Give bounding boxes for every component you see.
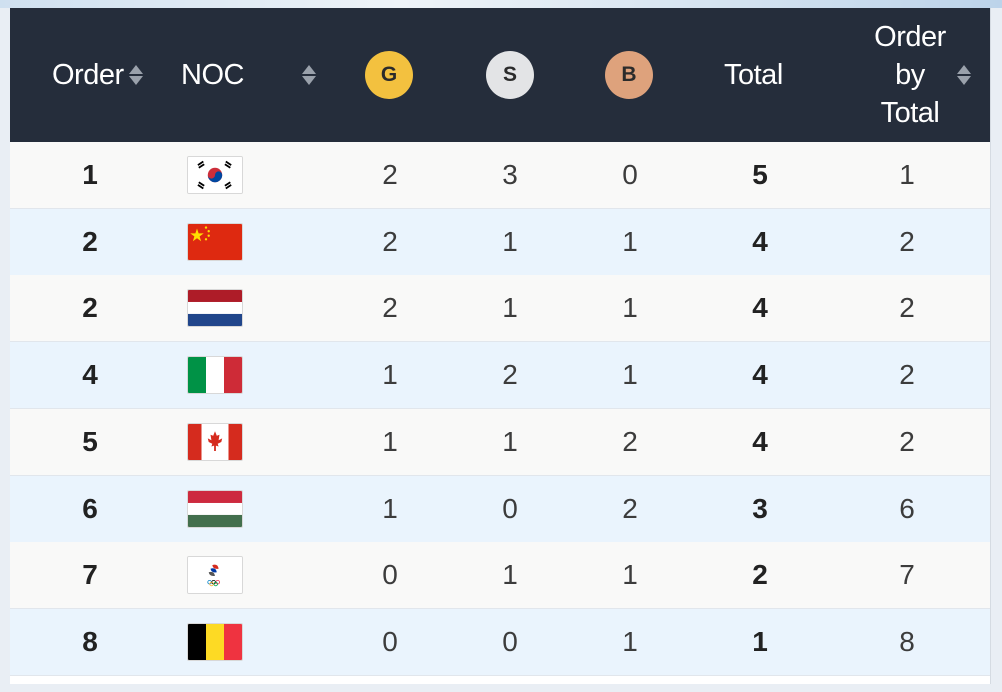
netherlands-flag	[187, 289, 243, 328]
flag-cell	[185, 209, 245, 275]
noc-column-header: NOC	[181, 8, 244, 142]
bronze-count: 0	[622, 159, 638, 190]
order-cell: 6	[82, 492, 98, 524]
total-count: 4	[752, 359, 768, 391]
bronze-count: 1	[622, 559, 638, 591]
gold-count: 1	[382, 492, 398, 524]
silver-medal-icon: S	[486, 51, 534, 99]
south-korea-flag	[187, 156, 243, 194]
gold-count: 0	[382, 559, 398, 591]
sort-icon[interactable]	[956, 64, 972, 86]
order-cell: 4	[82, 359, 98, 391]
order-by-total-cell: 1	[899, 159, 915, 190]
order-by-total-line2: by	[895, 59, 925, 91]
flag-cell	[185, 542, 245, 608]
gold-count: 1	[382, 425, 398, 457]
order-cell: 2	[82, 225, 98, 257]
noc-sort[interactable]	[297, 8, 317, 142]
flag-cell	[185, 342, 245, 408]
gold-count: 2	[382, 159, 398, 190]
top-strip	[0, 0, 1002, 8]
gold-count: 1	[382, 359, 398, 391]
bronze-count: 1	[622, 625, 638, 657]
order-by-total-column-header[interactable]: Order by Total	[860, 8, 960, 142]
sort-icon[interactable]	[301, 64, 317, 86]
bronze-count: 2	[622, 492, 638, 524]
table-row: 1 2 3 0 5 1	[10, 142, 990, 209]
order-by-total-cell: 2	[899, 425, 915, 457]
total-header-label: Total	[724, 58, 783, 91]
medal-table: Order NOC G S B Total Order by Total 1 2…	[10, 8, 991, 684]
flag-cell	[185, 409, 245, 475]
silver-count: 2	[502, 359, 518, 391]
bronze-medal-icon: B	[605, 51, 653, 99]
bronze-count: 1	[622, 225, 638, 257]
italy-flag	[187, 356, 243, 395]
flag-cell	[185, 609, 245, 675]
gold-medal-icon: G	[365, 51, 413, 99]
canada-flag	[187, 422, 243, 461]
order-by-total-cell: 6	[899, 492, 915, 524]
table-row: 8 0 0 1 1 8	[10, 608, 990, 676]
order-cell: 8	[82, 625, 98, 657]
order-column-header[interactable]: Order	[52, 8, 144, 142]
china-flag	[187, 222, 243, 261]
hungary-flag	[187, 489, 243, 528]
silver-count: 1	[502, 559, 518, 591]
total-count: 4	[752, 225, 768, 257]
table-row: 6 1 0 2 3 6	[10, 475, 990, 543]
gold-count: 2	[382, 225, 398, 257]
table-header: Order NOC G S B Total Order by Total	[10, 8, 990, 142]
flag-cell	[185, 275, 245, 341]
total-count: 3	[752, 492, 768, 524]
bronze-count: 1	[622, 292, 638, 324]
table-row: 5 1 1 2 4 2	[10, 408, 990, 476]
belgium-flag	[187, 622, 243, 661]
flag-cell	[185, 476, 245, 542]
total-column-header: Total	[724, 8, 783, 142]
order-header-label: Order	[52, 58, 124, 91]
silver-count: 3	[502, 159, 518, 190]
total-count: 5	[752, 159, 768, 190]
order-by-total-cell: 8	[899, 625, 915, 657]
noc-header-label: NOC	[181, 58, 244, 91]
table-row: 2 2 1 1 4 2	[10, 208, 990, 276]
order-by-total-cell: 2	[899, 225, 915, 257]
order-by-total-line3: Total	[880, 97, 940, 129]
order-by-total-line1: Order	[874, 21, 946, 53]
gold-count: 0	[382, 625, 398, 657]
order-cell: 2	[82, 292, 98, 324]
gold-count: 2	[382, 292, 398, 324]
silver-count: 0	[502, 625, 518, 657]
order-cell: 7	[82, 559, 98, 591]
total-count: 4	[752, 292, 768, 324]
order-by-total-cell: 7	[899, 559, 915, 591]
order-cell: 1	[82, 159, 98, 190]
silver-count: 1	[502, 425, 518, 457]
order-by-total-cell: 2	[899, 359, 915, 391]
table-row: 7 0 1 1 2 7	[10, 542, 990, 610]
flag-cell	[185, 142, 245, 208]
sort-icon[interactable]	[128, 64, 144, 86]
order-cell: 5	[82, 425, 98, 457]
total-count: 4	[752, 425, 768, 457]
bronze-count: 1	[622, 359, 638, 391]
total-count: 2	[752, 559, 768, 591]
bronze-count: 2	[622, 425, 638, 457]
silver-count: 1	[502, 225, 518, 257]
table-row: 4 1 2 1 4 2	[10, 342, 990, 410]
silver-count: 1	[502, 292, 518, 324]
table-row: 2 2 1 1 4 2	[10, 275, 990, 343]
total-count: 1	[752, 625, 768, 657]
silver-count: 0	[502, 492, 518, 524]
order-by-total-cell: 2	[899, 292, 915, 324]
roc-olympic-flag	[187, 556, 243, 595]
